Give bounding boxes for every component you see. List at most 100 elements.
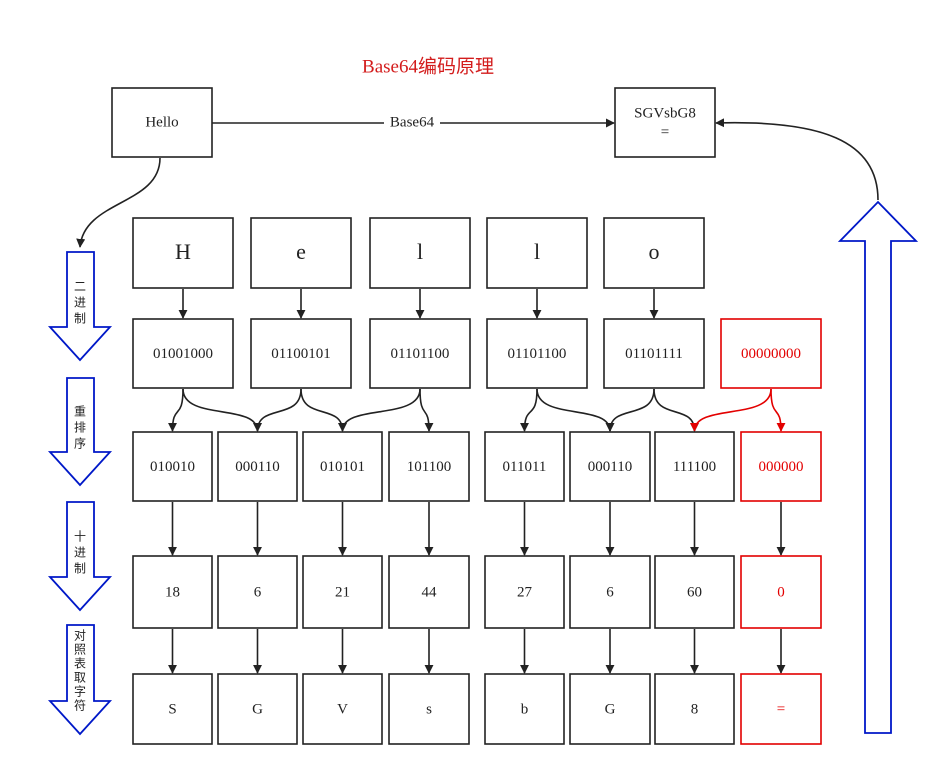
step-1-char: 重 (74, 405, 86, 419)
char-4-box (603, 217, 705, 289)
output-text-line1: SGVsbG8 (634, 105, 696, 121)
result-4-box (484, 673, 565, 745)
result-5-box (569, 673, 651, 745)
sextet-0-text: 010010 (150, 459, 195, 475)
regroup-arrow (653, 388, 699, 432)
decimal-3-text: 44 (422, 584, 438, 600)
result-5-text: G (605, 701, 616, 717)
regroup-arrow (520, 388, 538, 432)
regroup-arrow (770, 388, 786, 432)
byte-4-box (603, 318, 705, 389)
diagram-title: Base64编码原理 (362, 55, 494, 77)
char-0-text: H (175, 239, 191, 264)
result-6-text: 8 (691, 701, 699, 717)
result-3-text: s (426, 701, 432, 717)
decimal-0-box (132, 555, 213, 629)
return-up-arrow (837, 200, 919, 734)
sextet-7-text: 000000 (759, 459, 804, 475)
output-text-line2: = (661, 124, 669, 140)
sextet-3-box (388, 431, 470, 502)
step-2-char: 十 (74, 530, 86, 544)
step-3-char: 符 (74, 698, 86, 713)
result-7-box (740, 673, 822, 745)
regroup-arrow (300, 388, 347, 432)
connectors (168, 289, 786, 674)
decimal-5-box (569, 555, 651, 629)
char-4-text: o (649, 239, 660, 264)
result-6-box (654, 673, 735, 745)
decimal-6-text: 60 (687, 584, 702, 600)
step-1-char: 排 (74, 421, 86, 435)
step-arrow-decimal (47, 501, 113, 612)
result-1-text: G (252, 701, 263, 717)
char-3-text: l (534, 239, 540, 264)
char-2-box (369, 217, 471, 289)
step-arrow-lookup (47, 624, 113, 736)
step-1-char: 序 (74, 436, 86, 451)
byte-5-box (720, 318, 822, 389)
return-curve-arrow (715, 118, 879, 201)
decimal-4-box (484, 555, 565, 629)
char-3-box (486, 217, 588, 289)
regroup-arrow (419, 388, 434, 432)
regroup-arrow (168, 388, 184, 432)
sextet-2-box (302, 431, 383, 502)
byte-4-text: 01101111 (625, 346, 683, 362)
sextet-3-text: 101100 (407, 459, 451, 475)
result-1-box (217, 673, 298, 745)
input-text: Hello (145, 114, 178, 130)
result-0-box (132, 673, 213, 745)
start-curve-arrow (76, 157, 161, 248)
regroup-arrow (253, 388, 302, 432)
byte-0-box (132, 318, 234, 389)
sextet-5-box (569, 431, 651, 502)
regroup-arrow (338, 388, 421, 432)
decimal-2-text: 21 (335, 584, 350, 600)
step-3-char: 取 (74, 671, 86, 685)
byte-3-box (486, 318, 588, 389)
step-2-char: 制 (74, 562, 86, 576)
decimal-7-text: 0 (777, 584, 785, 600)
byte-1-text: 01100101 (271, 346, 330, 362)
byte-2-box (369, 318, 471, 389)
regroup-arrow (182, 388, 262, 432)
step-0-char: 二 (74, 280, 86, 294)
step-3-char: 表 (74, 657, 86, 671)
char-0-box (132, 217, 234, 289)
sextet-4-text: 011011 (503, 459, 547, 475)
byte-5-text: 00000000 (741, 346, 801, 362)
decimal-5-text: 6 (606, 584, 614, 600)
sextet-1-text: 000110 (235, 459, 279, 475)
regroup-arrow (536, 388, 615, 432)
step-arrow-binary (47, 251, 113, 362)
result-0-text: S (168, 701, 176, 717)
decimal-6-box (654, 555, 735, 629)
sextet-4-box (484, 431, 565, 502)
step-3-char: 对 (74, 629, 86, 643)
sextet-5-text: 000110 (588, 459, 632, 475)
decimal-1-text: 6 (254, 584, 262, 600)
step-2-char: 进 (74, 546, 86, 560)
byte-3-text: 01101100 (508, 346, 567, 362)
char-2-text: l (417, 239, 423, 264)
step-3-char: 照 (74, 643, 86, 657)
result-2-text: V (337, 701, 348, 717)
char-1-box (250, 217, 352, 289)
regroup-arrow (605, 388, 655, 432)
decimal-7-box (740, 555, 822, 629)
sextet-7-box (740, 431, 822, 502)
result-2-box (302, 673, 383, 745)
byte-0-text: 01001000 (153, 346, 213, 362)
step-0-char: 进 (74, 296, 86, 310)
decimal-4-text: 27 (517, 584, 533, 600)
sextet-6-text: 111100 (673, 459, 716, 475)
decimal-1-box (217, 555, 298, 629)
encode-label-bg (384, 114, 440, 132)
sextet-0-box (132, 431, 213, 502)
result-3-box (388, 673, 470, 745)
encode-label: Base64 (390, 114, 435, 130)
step-3-char: 字 (74, 684, 86, 699)
